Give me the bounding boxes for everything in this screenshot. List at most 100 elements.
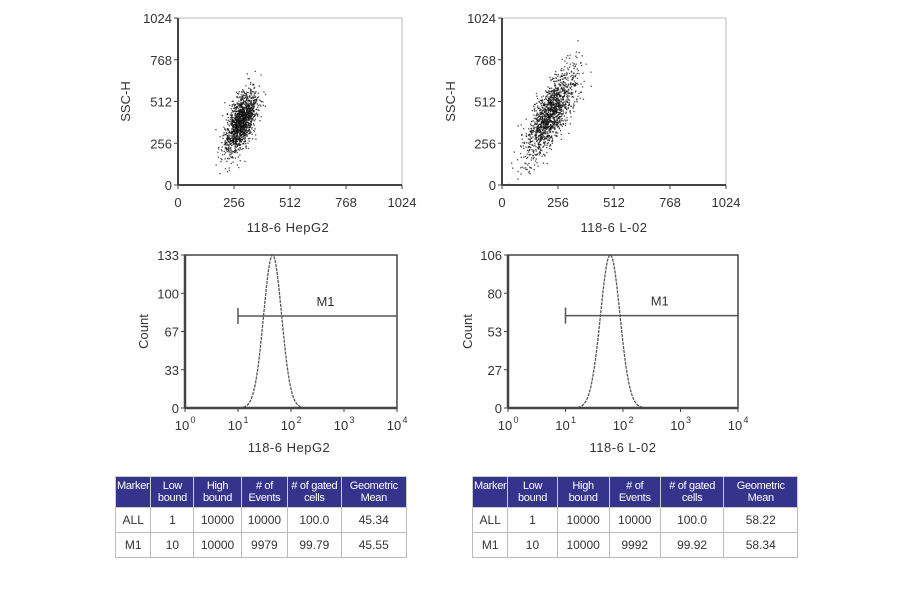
data-point — [557, 126, 559, 128]
data-point — [578, 92, 580, 95]
data-point — [538, 154, 541, 156]
data-point — [543, 121, 545, 124]
data-point — [246, 113, 248, 115]
data-point — [541, 118, 544, 120]
data-point — [556, 105, 558, 107]
data-point — [563, 95, 565, 98]
data-point — [239, 112, 241, 114]
data-point — [553, 109, 555, 111]
data-point — [240, 129, 242, 131]
data-point — [541, 122, 543, 124]
data-point — [565, 86, 567, 88]
data-point — [558, 107, 560, 109]
x-tick-exponent: 1 — [571, 415, 576, 425]
data-point — [556, 135, 558, 137]
data-point — [565, 93, 567, 95]
y-tick-label: 0 — [172, 401, 179, 416]
data-point — [242, 127, 244, 129]
data-point — [240, 94, 243, 96]
data-point — [242, 148, 244, 150]
data-point — [248, 131, 251, 133]
data-point — [567, 92, 569, 95]
data-point — [249, 100, 251, 102]
data-point — [239, 124, 242, 126]
data-point — [531, 133, 533, 135]
data-point — [247, 105, 249, 107]
data-point — [234, 121, 236, 124]
data-point — [533, 145, 535, 147]
data-point — [535, 132, 537, 135]
data-point — [233, 149, 236, 152]
data-point — [524, 162, 526, 164]
data-point — [557, 109, 559, 111]
data-point — [237, 104, 239, 106]
data-point — [236, 140, 238, 142]
data-point — [554, 111, 556, 113]
data-point — [577, 83, 579, 85]
data-point — [567, 79, 569, 81]
data-point — [553, 91, 556, 93]
data-point — [253, 91, 255, 93]
data-point — [550, 144, 552, 147]
data-point — [560, 95, 562, 97]
data-point — [246, 102, 248, 105]
data-point — [246, 124, 249, 126]
data-point — [560, 100, 562, 103]
data-point — [228, 167, 230, 169]
data-point — [562, 120, 564, 122]
data-point — [564, 60, 566, 62]
data-point — [549, 101, 551, 103]
data-point — [556, 124, 559, 126]
data-point — [558, 83, 560, 85]
data-point — [541, 155, 543, 157]
data-point — [528, 149, 530, 152]
data-point — [231, 125, 234, 127]
data-point — [227, 148, 229, 150]
data-point — [576, 68, 578, 70]
data-point — [540, 109, 542, 111]
data-point — [571, 74, 573, 76]
y-tick-label: 256 — [474, 136, 496, 151]
data-point — [554, 93, 556, 95]
data-point — [245, 133, 247, 136]
data-point — [535, 136, 537, 138]
data-point — [250, 94, 253, 96]
data-point — [537, 130, 539, 133]
data-point — [555, 106, 558, 108]
data-point — [552, 94, 554, 96]
data-point — [541, 113, 543, 115]
x-tick-exponent: 2 — [296, 415, 301, 425]
data-point — [242, 133, 244, 135]
data-point — [243, 125, 245, 127]
data-point — [240, 115, 243, 118]
data-point — [233, 143, 235, 145]
data-point — [238, 112, 240, 114]
data-point — [546, 126, 548, 128]
data-point — [544, 109, 546, 111]
data-point — [245, 85, 247, 87]
data-point — [246, 96, 249, 99]
data-point — [532, 136, 534, 138]
data-point — [535, 146, 537, 148]
data-point — [239, 106, 241, 108]
data-point — [546, 144, 548, 146]
data-point — [229, 141, 231, 143]
data-point — [237, 125, 239, 127]
data-point — [555, 131, 557, 133]
data-point — [228, 141, 230, 144]
data-point — [546, 114, 549, 116]
data-point — [253, 123, 255, 125]
data-point — [548, 130, 550, 132]
data-point — [243, 122, 245, 124]
data-point — [547, 108, 550, 110]
data-point — [561, 104, 563, 106]
data-point — [542, 131, 544, 133]
data-point — [553, 99, 555, 101]
data-point — [544, 129, 546, 131]
header-cell: High bound — [556, 476, 610, 508]
data-point — [551, 102, 553, 104]
data-point — [241, 111, 243, 113]
data-point — [542, 95, 545, 97]
data-point — [244, 113, 246, 115]
